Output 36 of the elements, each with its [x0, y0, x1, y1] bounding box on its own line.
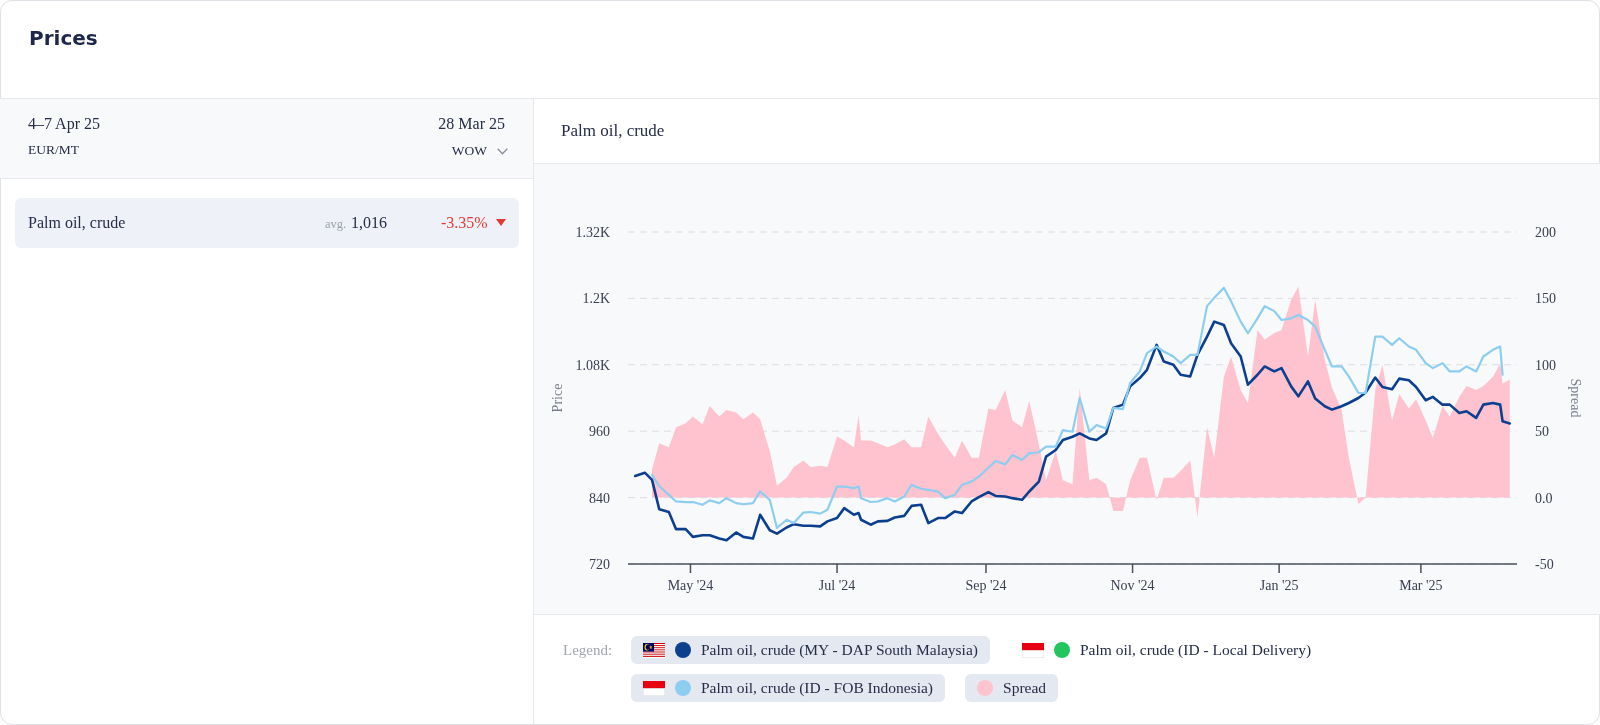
text: WOW: [451, 142, 487, 158]
y2-tick-label: 50: [1535, 424, 1549, 440]
y-tick-label: 1.2K: [582, 291, 610, 307]
text: Palm oil, crude: [28, 214, 126, 232]
y-tick-label: 1.32K: [575, 224, 610, 240]
y-tick-label: 720: [589, 556, 610, 572]
legend-label: Palm oil, crude (MY - DAP South Malaysia): [701, 641, 978, 658]
y2-tick-label: 0.0: [1535, 490, 1553, 506]
y2-tick-label: -50: [1535, 556, 1554, 572]
x-tick-label: May '24: [667, 577, 714, 593]
text: Prices: [29, 26, 98, 50]
x-tick-label: Jan '25: [1259, 577, 1299, 593]
text: avg.: [325, 216, 347, 231]
y-tick-label: 960: [589, 424, 610, 440]
x-tick-label: Mar '25: [1399, 577, 1443, 593]
x-tick-label: Sep '24: [965, 577, 1007, 593]
y2-tick-label: 100: [1535, 357, 1556, 373]
y2-axis-title: Spread: [1568, 378, 1584, 418]
legend-label: Spread: [1003, 679, 1047, 696]
y2-tick-label: 200: [1535, 224, 1556, 240]
text: 28 Mar 25: [438, 115, 505, 133]
x-tick-label: Nov '24: [1110, 577, 1155, 593]
text: 4–7 Apr 25: [28, 115, 100, 133]
y-axis-title: Price: [549, 383, 565, 413]
y-tick-label: 1.08K: [575, 357, 610, 373]
y2-tick-label: 150: [1535, 291, 1556, 307]
x-tick-label: Jul '24: [818, 577, 856, 593]
legend-label: Palm oil, crude (ID - Local Delivery): [1079, 641, 1312, 658]
text: -3.35%: [441, 214, 488, 232]
legend-title: Legend:: [563, 642, 613, 658]
chart-title: Palm oil, crude: [561, 120, 665, 140]
line-series: [633, 320, 1512, 542]
legend-label: Palm oil, crude (ID - FOB Indonesia): [701, 679, 934, 696]
text: 1,016: [351, 214, 387, 232]
text: EUR/MT: [28, 141, 80, 157]
y-tick-label: 840: [589, 490, 610, 506]
